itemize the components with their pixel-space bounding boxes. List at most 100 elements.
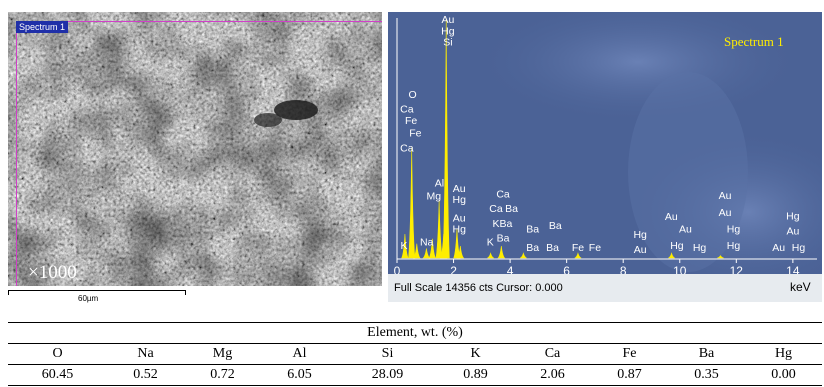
axis-unit-label: keV bbox=[790, 280, 811, 294]
spectrum-peak-3 bbox=[422, 248, 431, 259]
x-tick-label-12: 12 bbox=[730, 264, 744, 274]
magnification-label: ×1000 bbox=[28, 262, 77, 283]
peak-label-hg: Hg bbox=[792, 242, 806, 254]
composition-table: Element, wt. (%) O Na Mg Al Si K Ca Fe Ba Hg 60.4… bbox=[8, 322, 822, 386]
spectrum-peak-13 bbox=[574, 252, 582, 259]
peak-label-au: Au bbox=[786, 225, 799, 237]
peak-label-o: O bbox=[408, 89, 416, 101]
column-header-hg: Hg bbox=[745, 343, 822, 365]
eds-background bbox=[388, 12, 822, 274]
peak-label-na: Na bbox=[420, 236, 434, 248]
x-tick-label-8: 8 bbox=[620, 264, 627, 274]
column-header-mg: Mg bbox=[184, 343, 261, 365]
column-header-ba: Ba bbox=[668, 343, 745, 365]
peak-label-ba: Ba bbox=[505, 203, 518, 215]
spectrum-peak-11 bbox=[497, 245, 506, 259]
peak-label-fe: Fe bbox=[572, 242, 584, 254]
peak-label-hg: Hg bbox=[786, 211, 800, 223]
peak-label-ba: Ba bbox=[546, 242, 559, 254]
table-caption: Element, wt. (%) bbox=[8, 322, 822, 344]
x-tick-label-4: 4 bbox=[507, 264, 514, 274]
table-header-row: O Na Mg Al Si K Ca Fe Ba Hg bbox=[8, 343, 822, 365]
scale-bar-label: 60µm bbox=[78, 294, 99, 303]
peak-label-au: Au bbox=[453, 212, 466, 224]
x-tick-label-2: 2 bbox=[450, 264, 457, 274]
peak-label-ca: Ca bbox=[400, 142, 414, 154]
peak-label-hg: Hg bbox=[452, 223, 466, 235]
value-cell-na: 0.52 bbox=[107, 364, 184, 386]
column-header-al: Al bbox=[261, 343, 338, 365]
spectrum-title: Spectrum 1 bbox=[724, 34, 784, 49]
value-cell-ba: 0.35 bbox=[668, 364, 745, 386]
value-cell-mg: 0.72 bbox=[184, 364, 261, 386]
peak-label-mg: Mg bbox=[426, 190, 441, 202]
column-header-ca: Ca bbox=[514, 343, 591, 365]
spectrum-footer: Full Scale 14356 cts Cursor: 0.000 keV bbox=[388, 274, 822, 302]
x-tick-label-0: 0 bbox=[394, 264, 401, 274]
peak-label-au: Au bbox=[634, 244, 647, 256]
spectrum-peak-10 bbox=[487, 252, 494, 259]
peak-label-ba: Ba bbox=[526, 242, 539, 254]
value-cell-al: 6.05 bbox=[261, 364, 338, 386]
spectrum-peak-2 bbox=[413, 243, 421, 259]
value-cell-ca: 2.06 bbox=[514, 364, 591, 386]
peak-label-k: K bbox=[492, 218, 499, 230]
table-value-row: 60.45 0.52 0.72 6.05 28.09 0.89 2.06 0.87 0.35 0.… bbox=[8, 364, 822, 386]
spectrum-peak-5 bbox=[435, 200, 443, 259]
peak-label-fe: Fe bbox=[409, 128, 421, 140]
peak-label-ca: Ca bbox=[496, 188, 510, 200]
peak-label-ba: Ba bbox=[526, 223, 539, 235]
column-header-na: Na bbox=[107, 343, 184, 365]
peak-label-k: K bbox=[487, 236, 494, 248]
sem-spectrum-tag: Spectrum 1 bbox=[16, 21, 69, 33]
scale-bar bbox=[8, 290, 186, 295]
peak-label-au: Au bbox=[719, 190, 732, 202]
table-caption-row: Element, wt. (%) bbox=[8, 322, 822, 344]
sem-micrograph: Spectrum 1 ×1000 bbox=[8, 12, 382, 286]
peak-label-k: K bbox=[401, 240, 408, 252]
peak-label-au: Au bbox=[453, 183, 466, 195]
peak-label-au: Au bbox=[772, 242, 785, 254]
column-header-k: K bbox=[437, 343, 514, 365]
peak-label-hg: Hg bbox=[452, 194, 466, 206]
full-scale-readout: Full Scale 14356 cts Cursor: 0.000 bbox=[394, 282, 563, 294]
peak-label-ba: Ba bbox=[499, 218, 512, 230]
column-header-o: O bbox=[8, 343, 107, 365]
spectrum-peak-14 bbox=[668, 252, 675, 259]
peak-label-al: Al bbox=[435, 177, 444, 189]
peak-label-hg: Hg bbox=[670, 240, 684, 252]
peak-label-hg: Hg bbox=[693, 242, 707, 254]
peak-label-au: Au bbox=[665, 211, 678, 223]
peak-label-hg: Hg bbox=[441, 25, 455, 37]
column-header-fe: Fe bbox=[591, 343, 668, 365]
x-tick-label-6: 6 bbox=[563, 264, 570, 274]
peak-label-hg: Hg bbox=[727, 223, 741, 235]
peak-label-au: Au bbox=[441, 14, 454, 26]
peak-label-ca: Ca bbox=[400, 104, 414, 116]
eds-spectrum-panel: 0 2 4 6 8 10 12 14 Au Hg Si O Ca Fe Fe Ca Al Mg Au Hg Au Hg K N… bbox=[388, 12, 822, 302]
spectrum-peak-4 bbox=[428, 238, 437, 259]
x-tick-label-10: 10 bbox=[673, 264, 687, 274]
peak-label-au: Au bbox=[719, 207, 732, 219]
value-cell-fe: 0.87 bbox=[591, 364, 668, 386]
peak-label-fe: Fe bbox=[405, 115, 417, 127]
x-tick-label-14: 14 bbox=[786, 264, 800, 274]
spectrum-peak-12 bbox=[520, 252, 527, 259]
peak-label-au: Au bbox=[679, 223, 692, 235]
value-cell-si: 28.09 bbox=[338, 364, 437, 386]
column-header-si: Si bbox=[338, 343, 437, 365]
peak-label-ba: Ba bbox=[497, 233, 510, 245]
spectrum-peak-7 bbox=[442, 17, 450, 259]
spectrum-peak-9 bbox=[456, 245, 465, 259]
sem-texture bbox=[8, 12, 382, 286]
peak-label-ca: Ca bbox=[489, 203, 503, 215]
value-cell-hg: 0.00 bbox=[745, 364, 822, 386]
peak-label-hg: Hg bbox=[633, 229, 647, 241]
peak-label-ba: Ba bbox=[549, 220, 562, 232]
peak-label-fe: Fe bbox=[589, 242, 601, 254]
spectrum-peak-15 bbox=[717, 255, 724, 259]
peak-label-si: Si bbox=[443, 37, 452, 49]
value-cell-o: 60.45 bbox=[8, 364, 107, 386]
spectrum-peak-1 bbox=[408, 147, 416, 259]
